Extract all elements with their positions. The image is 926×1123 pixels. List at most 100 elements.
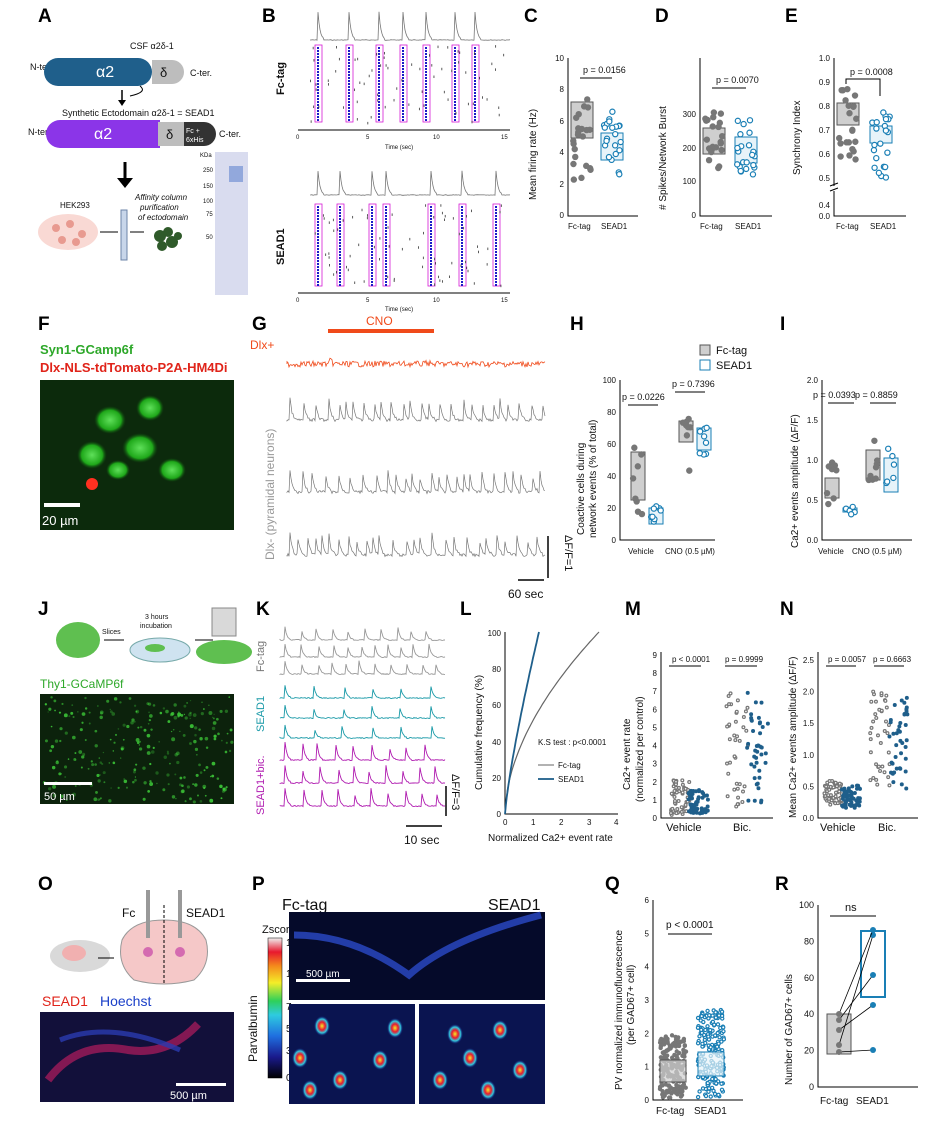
spike-mark	[317, 254, 319, 256]
spike-mark	[474, 98, 476, 100]
l-ks: K.S test : p<0.0001	[538, 738, 607, 747]
spike-mark	[371, 233, 373, 235]
data-point	[856, 799, 861, 804]
delta-domain-sead	[158, 122, 184, 146]
data-point	[658, 1043, 664, 1049]
spike-mark	[348, 62, 350, 64]
fluorescence-speck	[203, 769, 206, 772]
data-point	[828, 793, 833, 798]
panel-letters: A B C D E F G H I J K L M N O P Q R	[38, 6, 798, 895]
data-point	[702, 1032, 707, 1038]
i-p1: p = 0.0393	[813, 390, 856, 400]
spike-mark	[474, 65, 476, 67]
spike-mark	[339, 284, 341, 286]
spike-mark	[474, 107, 476, 109]
fluorescence-speck	[54, 709, 56, 712]
data-point	[688, 808, 693, 813]
spike-mark	[495, 68, 496, 71]
fluorescence-speck	[137, 726, 140, 729]
m-axes	[660, 652, 773, 819]
data-point	[753, 748, 758, 753]
data-point	[734, 117, 742, 125]
data-point	[746, 117, 754, 124]
h-ytick-40: 40	[607, 472, 616, 481]
spike-mark	[339, 224, 341, 226]
panel-f: Syn1-GCamp6f Dlx-NLS-tdTomato-P2A-HM4Di …	[40, 342, 234, 530]
spike-mark	[378, 101, 380, 103]
b2-tick-15: 15	[501, 298, 508, 304]
i-ytick-15: 1.5	[807, 416, 819, 425]
spike-mark	[317, 98, 319, 100]
spike-mark	[425, 204, 427, 207]
spike-mark	[430, 248, 432, 250]
spike-mark	[347, 268, 349, 272]
spike-mark	[317, 86, 319, 88]
spike-mark	[474, 86, 476, 88]
data-point	[713, 1010, 718, 1015]
spike-mark	[371, 275, 373, 277]
data-point	[879, 708, 884, 713]
spike-mark	[430, 227, 432, 229]
fluorescence-speck	[128, 697, 132, 700]
h-data-points	[629, 415, 710, 525]
spike-mark	[352, 215, 354, 219]
spike-mark	[402, 80, 404, 82]
pair-line	[838, 934, 874, 1046]
c-yticks: 0 2 4 6 8 10	[555, 54, 564, 220]
data-point	[662, 1036, 668, 1042]
data-point	[903, 745, 908, 750]
b1-tick-10: 10	[433, 135, 440, 141]
spike-mark	[385, 233, 387, 235]
spike-mark	[461, 281, 463, 283]
fluorescence-speck	[212, 721, 217, 725]
data-point	[850, 148, 857, 155]
spike-mark	[371, 224, 373, 226]
fluorescence-speck	[213, 734, 217, 738]
q-ylabel-1: PV normalized immunofluorescence	[614, 929, 625, 1090]
pv-cell	[314, 1016, 330, 1036]
spike-mark	[363, 280, 365, 283]
data-point	[570, 160, 577, 168]
b1-tick-15: 15	[501, 135, 508, 141]
spike-mark	[474, 119, 476, 121]
spike-mark	[339, 218, 341, 220]
spike-mark	[371, 284, 373, 286]
data-point	[703, 424, 710, 432]
data-point	[668, 1046, 673, 1051]
fluorescence-speck	[189, 717, 191, 720]
fluorescence-speck	[49, 749, 53, 753]
pv-cell	[302, 1080, 318, 1100]
fluorescence-speck	[230, 740, 234, 744]
data-point	[888, 717, 893, 722]
spike-mark	[385, 215, 387, 217]
data-point	[609, 124, 616, 131]
data-point	[840, 796, 845, 801]
spike-mark	[455, 111, 457, 115]
h-yticks: 0 20 40 60 80 100	[603, 376, 617, 545]
data-point	[586, 165, 594, 172]
spike-mark	[377, 93, 379, 97]
fluorescence-speck	[224, 750, 228, 754]
raster-plot-fctag	[310, 44, 505, 125]
m-group-2: Bic.	[733, 822, 751, 834]
spike-mark	[378, 98, 380, 100]
fluorescence-speck	[184, 716, 188, 720]
spike-mark	[385, 242, 387, 244]
spike-mark	[356, 100, 358, 104]
data-point	[883, 698, 888, 703]
spike-mark	[354, 88, 356, 92]
j-fluorescence-signal	[42, 696, 234, 804]
spike-mark	[385, 260, 387, 262]
spike-mark	[343, 106, 344, 109]
fluorescence-speck	[148, 711, 150, 714]
spike-mark	[418, 107, 420, 111]
d-pvalue: p = 0.0070	[716, 75, 759, 85]
spike-mark	[474, 116, 476, 118]
spike-mark	[491, 62, 493, 66]
data-point	[696, 788, 701, 793]
spike-mark	[451, 69, 453, 73]
spike-mark	[348, 53, 350, 55]
data-point	[675, 807, 680, 812]
spike-mark	[486, 98, 488, 101]
data-point	[763, 751, 768, 756]
